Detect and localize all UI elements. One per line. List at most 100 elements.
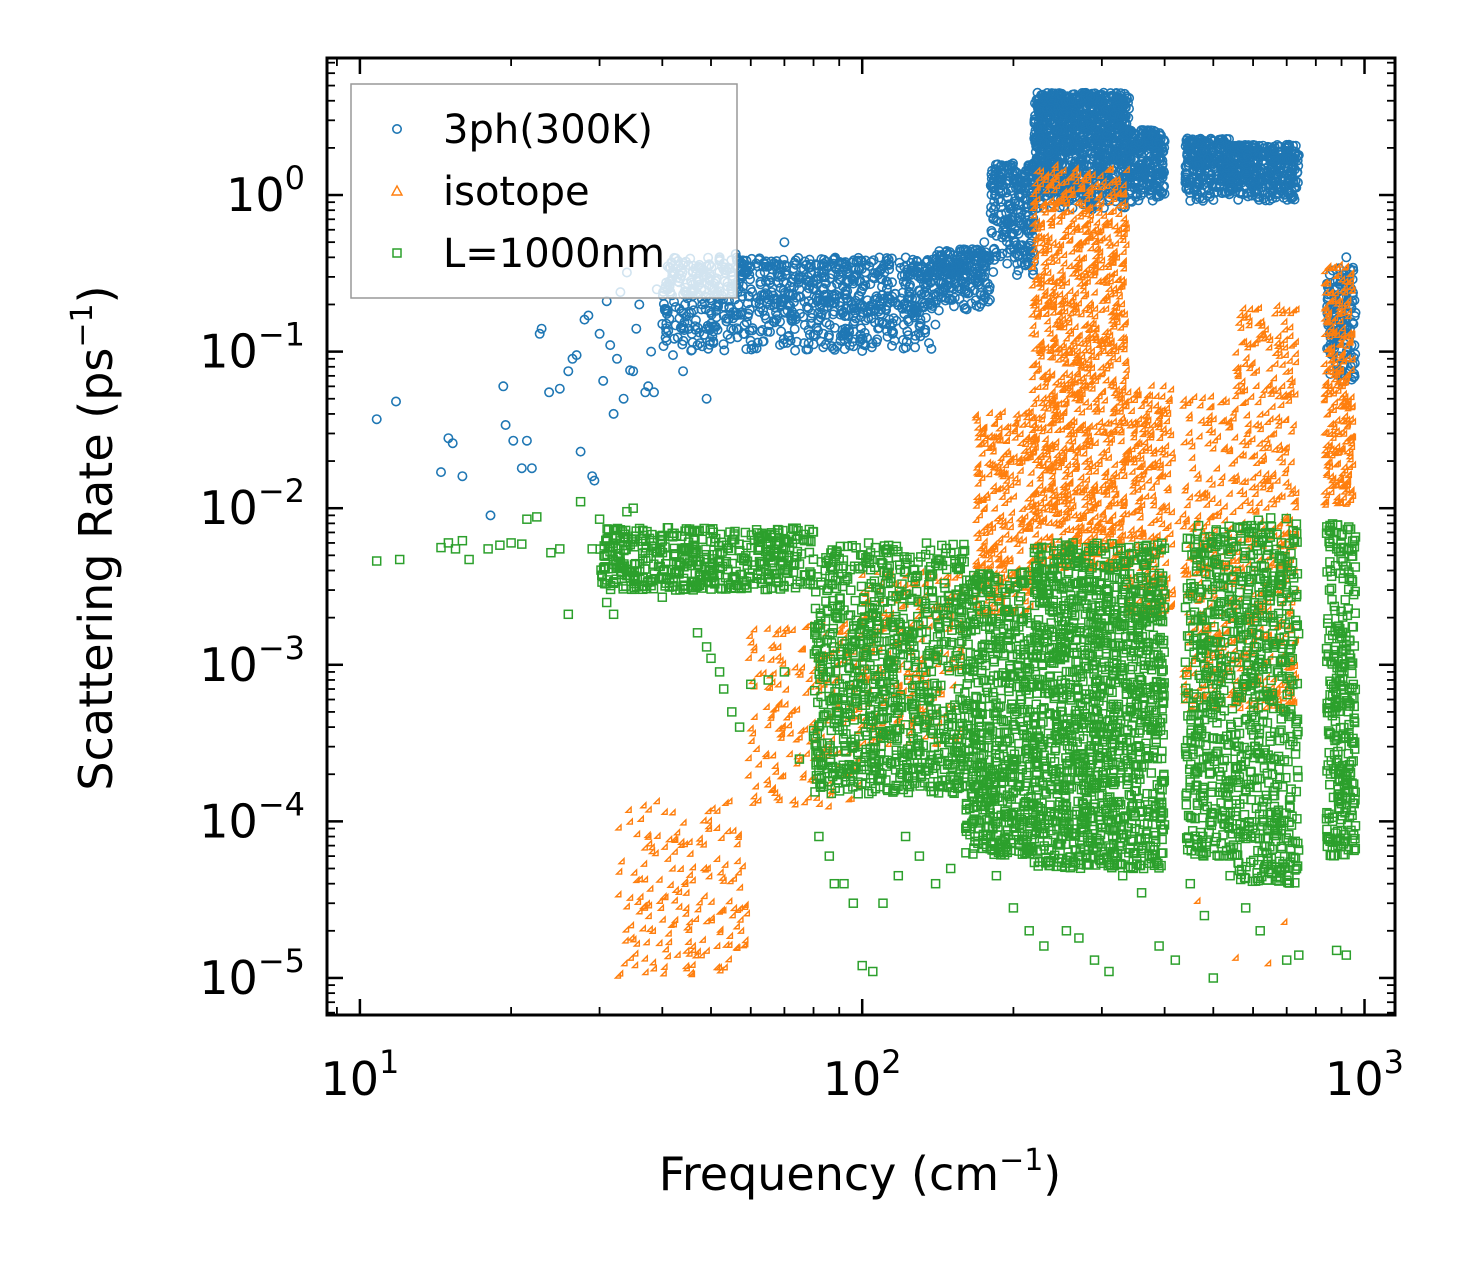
point-triangle [1025, 479, 1034, 487]
point-triangle [732, 922, 740, 930]
point-circle [881, 283, 892, 294]
point-circle [534, 328, 545, 339]
point-circle [824, 319, 835, 330]
point-circle [979, 289, 990, 300]
point-triangle [660, 807, 668, 815]
point-triangle [1018, 504, 1026, 512]
point-circle [872, 293, 883, 304]
point-circle [841, 289, 852, 300]
point-circle [793, 253, 804, 264]
point-circle [536, 323, 547, 334]
point-triangle [670, 847, 678, 855]
point-circle [605, 340, 616, 351]
point-circle [841, 266, 852, 277]
point-triangle [681, 909, 690, 917]
point-circle [764, 275, 775, 286]
point-triangle [721, 860, 729, 868]
point-triangle [1009, 492, 1017, 500]
point-circle [971, 266, 982, 277]
point-circle [676, 306, 687, 317]
point-circle [521, 435, 532, 446]
point-triangle [1016, 466, 1024, 474]
point-circle [526, 463, 537, 474]
point-triangle [640, 954, 649, 962]
point-circle [788, 282, 799, 293]
point-circle [884, 314, 895, 325]
point-circle [646, 346, 657, 357]
point-triangle [644, 839, 653, 847]
point-circle [719, 345, 730, 356]
point-circle [755, 326, 766, 337]
point-circle [808, 284, 819, 295]
point-triangle [652, 796, 660, 805]
point-triangle [752, 744, 760, 753]
point-triangle [707, 897, 715, 905]
point-triangle [641, 967, 649, 976]
point-circle [694, 327, 705, 338]
point-circle [761, 298, 772, 309]
point-circle [763, 261, 774, 272]
point-triangle [802, 749, 810, 757]
point-triangle [693, 904, 702, 913]
point-circle [827, 269, 838, 280]
point-triangle [1071, 322, 1079, 331]
point-circle [658, 341, 669, 352]
point-circle [960, 277, 971, 288]
point-triangle [1039, 493, 1048, 501]
point-circle [508, 435, 519, 446]
point-triangle [688, 960, 696, 968]
point-circle [883, 254, 894, 265]
point-circle [848, 272, 859, 283]
point-triangle [674, 902, 683, 910]
point-circle [961, 304, 972, 315]
point-circle [485, 510, 496, 521]
point-triangle [1095, 417, 1104, 425]
point-triangle [668, 808, 676, 816]
point-triangle [648, 958, 657, 966]
point-triangle [1063, 460, 1071, 468]
point-circle [865, 279, 876, 290]
point-circle [775, 301, 786, 312]
point-circle [904, 286, 915, 297]
point-triangle [734, 868, 742, 876]
point-triangle [656, 903, 665, 911]
point-circle [920, 327, 931, 338]
point-circle [856, 323, 867, 334]
point-triangle [781, 685, 790, 693]
point-triangle [725, 931, 734, 939]
point-triangle [699, 816, 707, 824]
point-triangle [975, 510, 983, 519]
point-circle [834, 300, 845, 311]
point-circle [816, 309, 827, 320]
point-circle [805, 259, 816, 270]
point-triangle [1028, 281, 1036, 289]
point-circle [900, 252, 911, 263]
point-triangle [788, 796, 797, 804]
point-triangle [1007, 508, 1016, 516]
point-circle [779, 237, 790, 248]
point-triangle [858, 738, 867, 747]
point-triangle [681, 903, 690, 911]
point-circle [774, 316, 785, 327]
point-triangle [639, 859, 648, 867]
point-circle [711, 305, 722, 316]
point-circle [544, 387, 555, 398]
point-circle [728, 324, 739, 335]
point-triangle [1100, 396, 1108, 404]
point-circle [747, 323, 758, 334]
point-triangle [621, 936, 629, 944]
point-triangle [781, 700, 789, 708]
point-circle [783, 330, 794, 341]
point-triangle [630, 960, 639, 969]
point-triangle [757, 653, 765, 662]
point-triangle [751, 782, 759, 790]
point-triangle [771, 761, 779, 769]
point-circle [933, 276, 944, 287]
point-circle [930, 319, 941, 330]
point-circle [1341, 252, 1352, 263]
point-triangle [763, 720, 772, 729]
point-circle [866, 342, 877, 353]
point-circle [661, 318, 672, 329]
point-triangle [725, 896, 733, 905]
